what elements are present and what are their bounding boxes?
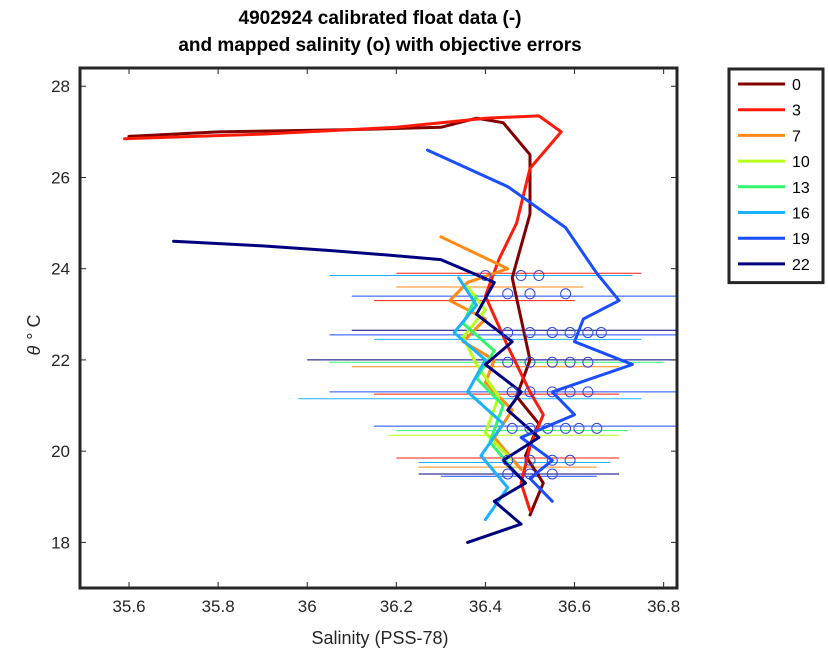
y-tick-label-3: 24 <box>51 260 70 279</box>
series-line-10 <box>461 285 514 462</box>
mapped-salinity-marker-3-2 <box>546 356 558 368</box>
mapped-salinity-marker-0-2 <box>533 270 545 282</box>
mapped-salinity-marker-4-1 <box>524 386 536 398</box>
x-axis-label: Salinity (PSS-78) <box>311 628 448 648</box>
y-tick-label-2: 22 <box>51 351 70 370</box>
y-tick-label-4: 26 <box>51 168 70 187</box>
series-line-16 <box>452 276 510 522</box>
mapped-salinity-marker-6-1 <box>524 454 536 466</box>
mapped-salinity-marker-0-1 <box>515 270 527 282</box>
series-line-7 <box>439 235 523 471</box>
mapped-salinity-marker-2-1 <box>524 327 536 339</box>
mapped-salinity-marker-5-1 <box>524 422 536 434</box>
mapped-salinity-marker-4-2 <box>546 386 558 398</box>
mapped-salinity-marker-2-2 <box>546 327 558 339</box>
legend-label-3: 3 <box>792 103 801 120</box>
mapped-salinity-marker-7-0 <box>502 468 514 480</box>
series-line-19 <box>426 148 634 503</box>
mapped-salinity-marker-3-1 <box>524 356 536 368</box>
x-tick-label-0: 35.6 <box>112 597 145 616</box>
legend-label-19: 19 <box>792 231 810 248</box>
plot-area: 35.6 35.8 36 36.2 36.4 36.6 36.8 18 20 22 24 26 28 <box>51 66 680 616</box>
mapped-salinity-marker-3-3 <box>564 356 576 368</box>
y-tick-label-5: 28 <box>51 77 70 96</box>
legend-label-16: 16 <box>792 206 810 223</box>
y-axis-label-unit: ° C <box>24 315 44 340</box>
series-line-3 <box>123 114 563 512</box>
mapped-salinity-marker-5-4 <box>573 422 585 434</box>
plot-inner <box>123 114 677 544</box>
mapped-salinity-marker-6-2 <box>546 454 558 466</box>
mapped-salinity-marker-3-0 <box>502 356 514 368</box>
legend-label-7: 7 <box>792 128 801 145</box>
mapped-salinity-marker-2-5 <box>595 327 607 339</box>
mapped-salinity-marker-2-4 <box>582 327 594 339</box>
x-tick-label-5: 36.6 <box>558 597 591 616</box>
series-line-22 <box>172 239 541 544</box>
mapped-salinity-marker-7-1 <box>524 468 536 480</box>
mapped-salinity-marker-7-2 <box>546 468 558 480</box>
mapped-salinity-marker-3-4 <box>582 356 594 368</box>
mapped-salinity-marker-5-5 <box>591 422 603 434</box>
mapped-salinity-marker-6-0 <box>502 454 514 466</box>
plot-frame <box>78 66 679 590</box>
legend-label-0: 0 <box>792 77 801 94</box>
x-tick-label-4: 36.4 <box>469 597 502 616</box>
mapped-salinity-marker-5-0 <box>506 422 518 434</box>
mapped-salinity-marker-5-3 <box>560 422 572 434</box>
chart-title-line-2: and mapped salinity (o) with objective e… <box>178 35 581 56</box>
y-tick-label-0: 18 <box>51 533 70 552</box>
legend-label-22: 22 <box>792 257 810 274</box>
mapped-salinity-marker-1-2 <box>560 288 572 300</box>
legend: 0 3 7 10 13 16 19 22 <box>727 67 825 285</box>
y-axis-label: θ ° C <box>24 315 44 356</box>
mapped-salinity-marker-1-1 <box>524 288 536 300</box>
legend-box <box>727 67 825 285</box>
y-axis-label-symbol: θ <box>24 345 44 355</box>
x-tick-label-6: 36.8 <box>647 597 680 616</box>
mapped-salinity-marker-4-0 <box>506 386 518 398</box>
x-tick-label-3: 36.2 <box>380 597 413 616</box>
x-tick-label-1: 35.8 <box>202 597 235 616</box>
mapped-salinity-marker-2-3 <box>564 327 576 339</box>
mapped-salinity-marker-6-3 <box>564 454 576 466</box>
legend-label-10: 10 <box>792 154 810 171</box>
mapped-salinity-marker-4-3 <box>564 386 576 398</box>
legend-label-13: 13 <box>792 180 810 197</box>
mapped-salinity-marker-2-0 <box>502 327 514 339</box>
mapped-salinity-marker-5-2 <box>542 422 554 434</box>
chart-title-line-1: 4902924 calibrated float data (-) <box>239 8 522 29</box>
y-tick-label-1: 20 <box>51 442 70 461</box>
mapped-salinity-marker-0-0 <box>479 270 491 282</box>
x-tick-label-2: 36 <box>298 597 317 616</box>
mapped-salinity-marker-4-4 <box>582 386 594 398</box>
mapped-salinity-marker-1-0 <box>502 288 514 300</box>
